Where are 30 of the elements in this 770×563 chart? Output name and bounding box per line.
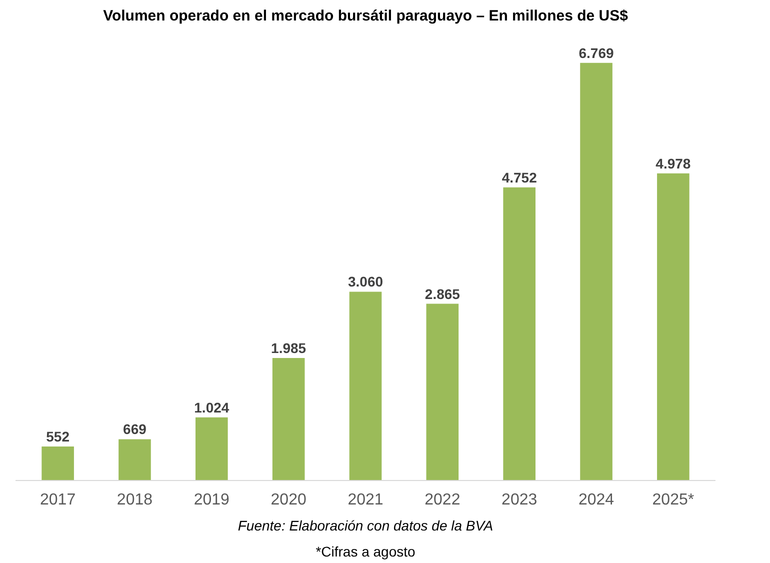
data-label: 6.769 xyxy=(578,44,614,61)
data-label: 1.024 xyxy=(194,399,230,416)
x-tick-label: 2017 xyxy=(40,492,76,508)
bar xyxy=(503,187,536,480)
data-label: 2.865 xyxy=(424,286,460,302)
x-tick-label: 2023 xyxy=(502,492,538,508)
data-label: 3.060 xyxy=(348,274,384,290)
x-tick-label: 2021 xyxy=(348,492,384,508)
x-tick-label: 2019 xyxy=(194,492,230,508)
bar xyxy=(426,304,459,480)
chart-title: Volumen operado en el mercado bursátil paraguayo – En millones de US$ xyxy=(103,8,629,24)
bar xyxy=(42,446,74,480)
data-label: 669 xyxy=(123,421,147,438)
bar xyxy=(118,439,151,480)
data-label: 4.752 xyxy=(502,169,538,186)
bar xyxy=(272,358,305,480)
x-tick-label: 2024 xyxy=(578,492,614,508)
data-label: 4.978 xyxy=(656,155,691,172)
bar xyxy=(349,292,382,480)
bar xyxy=(657,173,690,480)
x-tick-label: 2025* xyxy=(652,492,694,508)
text: *Cifras a agosto xyxy=(316,544,416,560)
data-label: 552 xyxy=(46,428,70,444)
bar xyxy=(196,417,228,480)
data-label: 1.985 xyxy=(271,340,306,356)
x-tick-label: 2018 xyxy=(116,492,153,508)
bar xyxy=(580,62,612,480)
source-note: Fuente: Elaboración con datos de la BVA xyxy=(238,518,494,534)
x-tick-label: 2020 xyxy=(270,492,306,508)
x-tick-label: 2022 xyxy=(424,492,460,508)
